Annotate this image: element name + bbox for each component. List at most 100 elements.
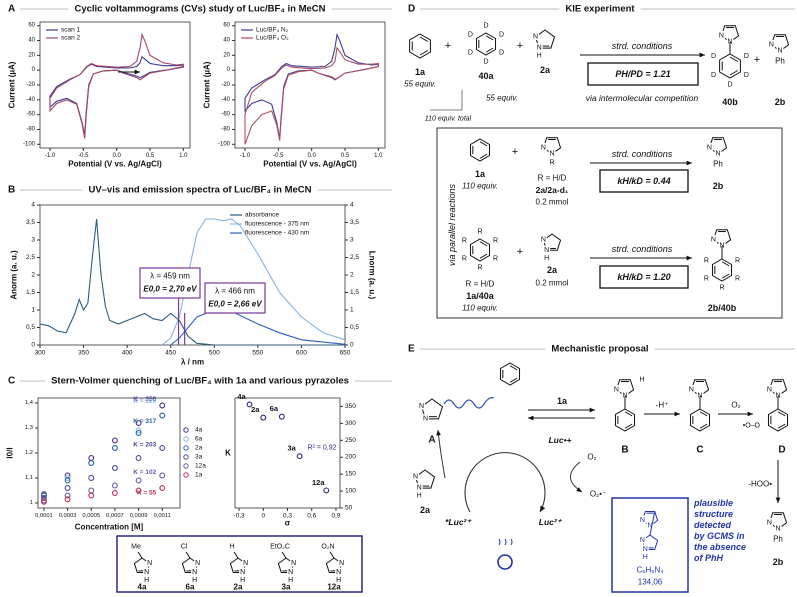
x-axis-label: Potential (V vs. Ag/AgCl) (68, 160, 162, 169)
marker-energy: E0,0 = 2,66 eV (208, 300, 262, 309)
benzene-ring (711, 258, 733, 282)
atom-label: D (711, 53, 716, 60)
y-axis-label: Current (µA) (203, 61, 212, 108)
bond (479, 141, 488, 147)
atom-label: N (423, 415, 428, 422)
benzene-ring (409, 33, 431, 59)
data-point (64, 492, 71, 499)
atom-label: H (240, 577, 245, 584)
atom-label: N (643, 546, 648, 553)
atom-label: R (477, 265, 482, 272)
x-axis-label: Concentration [M] (75, 523, 144, 532)
y-tick-label: 150 (345, 471, 356, 478)
atom-label: H (288, 577, 293, 584)
y-tick-label: 0 (350, 342, 354, 349)
y-tick-label: 3,5 (26, 219, 35, 226)
x-tick-label: 600 (296, 350, 307, 357)
y-axis-label: Current (µA) (8, 61, 17, 108)
legend-label: 2a (195, 445, 203, 452)
atom-label: N (544, 247, 549, 254)
data-point (135, 430, 142, 436)
legend-label: scan 1 (61, 27, 81, 34)
data-point (88, 492, 95, 499)
bond (479, 153, 488, 159)
pyrazole-ring (768, 512, 788, 530)
y-tick-label: -40 (26, 97, 35, 103)
bond (479, 241, 488, 247)
y-tick-label: 100 (345, 488, 356, 495)
pyrazole-ring (420, 398, 444, 420)
y-tick-label: 250 (345, 437, 356, 444)
x-tick-label: 550 (252, 350, 263, 357)
x-tick-label: 650 (340, 350, 351, 357)
y2-axis-label: Lnorm (a. u.) (368, 251, 377, 300)
y-tick-label: 1,5 (350, 289, 359, 296)
atom-label: N (419, 403, 424, 410)
label: 2a/2a-d₁ (536, 185, 569, 195)
y-tick-label: 1,4 (25, 400, 34, 406)
data-point (135, 477, 142, 484)
atom-label: R (735, 276, 740, 283)
y-tick-label: 40 (223, 38, 230, 44)
y-tick-label: 2,5 (350, 254, 359, 261)
bond (233, 551, 239, 559)
label: 0.2 mmol (536, 279, 569, 288)
series-line (161, 218, 346, 346)
label: + (517, 246, 523, 258)
note: detected (694, 520, 732, 530)
bond (419, 36, 429, 42)
point-label: 6a (270, 404, 279, 413)
atom-label: N (541, 144, 546, 151)
panel-letter: A (8, 4, 15, 15)
x-tick-label: -0.5 (78, 153, 89, 159)
y-axis-label: I0/I (6, 447, 15, 458)
label: -HOO• (748, 480, 772, 489)
substituent: H (229, 544, 234, 551)
data-point (88, 475, 95, 481)
pyrazole-ring (720, 25, 740, 43)
pyrazole-ring (641, 511, 659, 527)
compound-id: 12a (327, 583, 341, 592)
atom-label: D (499, 32, 504, 39)
box (116, 535, 363, 593)
benzene-ring (469, 138, 491, 162)
label: 1a (475, 169, 486, 179)
substituent: O₂N (321, 544, 334, 551)
data-point (64, 496, 71, 503)
point-label: 3a (287, 444, 296, 453)
atom-label: D (727, 82, 732, 89)
x-tick-label: 0,0003 (59, 513, 77, 519)
data-point (246, 401, 253, 408)
label: R = H/D (466, 280, 495, 289)
label: 2b (775, 97, 786, 107)
x-tick-label: 0.0 (112, 153, 121, 159)
benzene-ring (614, 408, 636, 432)
label: C₆H₆N₄ (636, 566, 663, 575)
bond (509, 365, 518, 371)
atom-label: N (549, 151, 554, 158)
atom-label: N (719, 32, 724, 39)
point-label: 2a (251, 405, 260, 414)
x-tick-label: 0,0009 (130, 513, 148, 519)
substituent: Me (131, 544, 141, 551)
atom-label: N (707, 144, 712, 151)
y-tick-label: -100 (218, 141, 231, 147)
data-point (159, 485, 166, 491)
atom-label: H (192, 577, 197, 584)
x-tick-label: -1.0 (240, 153, 251, 159)
bond (777, 411, 786, 417)
marker-box (139, 267, 201, 299)
legend-label: 12a (195, 463, 206, 470)
data-point (40, 498, 47, 505)
compound-id: 6a (186, 583, 195, 592)
data-point (323, 487, 330, 494)
label: 1a (557, 396, 568, 406)
atom-label: H (643, 554, 648, 561)
atom-label: D (468, 50, 473, 57)
panel-title: KIE experiment (565, 4, 635, 15)
series-line (39, 218, 345, 346)
label: *Luc²⁺ (445, 517, 472, 527)
x-tick-label: -0.5 (273, 153, 284, 159)
legend-swatch (183, 472, 189, 478)
x-tick-label: 0.5 (146, 153, 155, 159)
